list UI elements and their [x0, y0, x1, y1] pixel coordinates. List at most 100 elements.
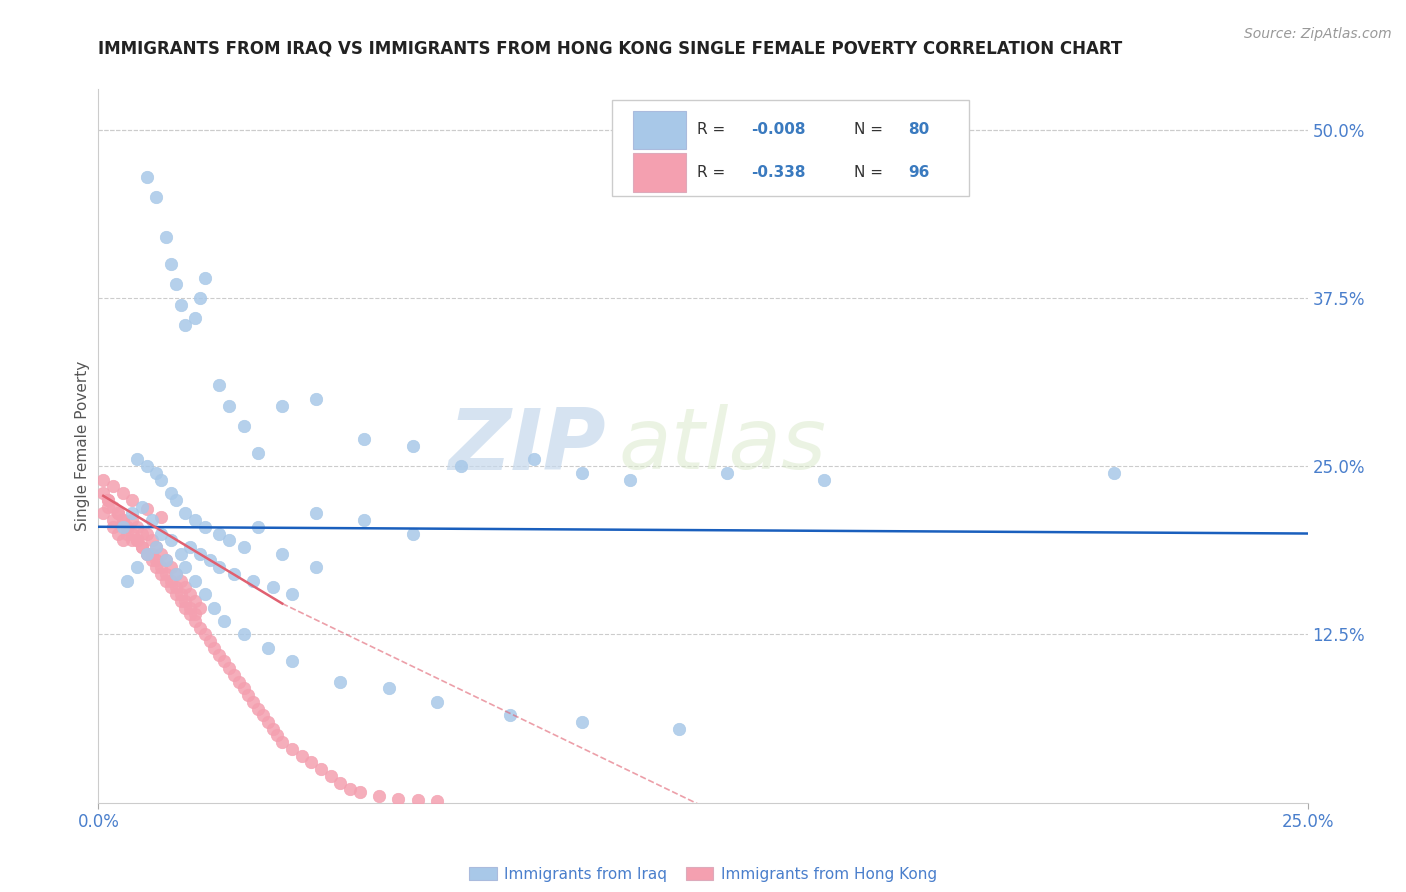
- Point: [174, 506, 197, 520]
- Point: [165, 566, 187, 581]
- Point: [247, 520, 270, 534]
- Point: [174, 560, 197, 574]
- Point: [571, 466, 593, 480]
- Point: [204, 640, 226, 655]
- Point: [135, 547, 157, 561]
- Point: [222, 668, 245, 682]
- Point: [111, 520, 134, 534]
- Point: [256, 714, 278, 729]
- Point: [450, 459, 472, 474]
- Text: 96: 96: [908, 165, 929, 180]
- Point: [121, 506, 143, 520]
- Point: [406, 793, 429, 807]
- Point: [266, 729, 288, 743]
- Point: [281, 742, 304, 756]
- Point: [571, 714, 593, 729]
- Point: [131, 540, 153, 554]
- Point: [101, 479, 124, 493]
- Point: [329, 775, 352, 789]
- Point: [169, 298, 191, 312]
- Point: [208, 526, 231, 541]
- Point: [160, 574, 183, 588]
- Point: [218, 533, 240, 548]
- Point: [121, 492, 143, 507]
- Point: [242, 574, 264, 588]
- Point: [349, 785, 371, 799]
- Point: [111, 513, 134, 527]
- Point: [121, 526, 143, 541]
- Point: [91, 506, 114, 520]
- Point: [387, 791, 409, 805]
- Point: [256, 640, 278, 655]
- Point: [238, 688, 260, 702]
- Point: [188, 291, 211, 305]
- Point: [155, 574, 177, 588]
- FancyBboxPatch shape: [613, 100, 969, 196]
- Point: [145, 560, 167, 574]
- Point: [91, 473, 114, 487]
- Point: [121, 533, 143, 548]
- Point: [290, 748, 312, 763]
- Text: 80: 80: [908, 122, 929, 137]
- Point: [228, 674, 250, 689]
- Point: [208, 378, 231, 392]
- Point: [127, 560, 149, 574]
- Point: [281, 655, 304, 669]
- Point: [165, 492, 187, 507]
- Point: [155, 553, 177, 567]
- Text: atlas: atlas: [619, 404, 827, 488]
- Point: [150, 560, 173, 574]
- Point: [141, 533, 163, 548]
- Point: [184, 574, 207, 588]
- Point: [305, 392, 328, 406]
- Point: [174, 594, 197, 608]
- Point: [262, 722, 284, 736]
- Point: [150, 547, 173, 561]
- Point: [135, 547, 157, 561]
- Point: [135, 169, 157, 184]
- Point: [212, 655, 235, 669]
- Point: [368, 789, 391, 803]
- Point: [169, 547, 191, 561]
- Point: [305, 560, 328, 574]
- Point: [179, 600, 201, 615]
- Point: [145, 540, 167, 554]
- Point: [155, 553, 177, 567]
- Point: [111, 486, 134, 500]
- Point: [668, 722, 690, 736]
- Point: [131, 526, 153, 541]
- Point: [194, 270, 217, 285]
- Point: [188, 621, 211, 635]
- Text: R =: R =: [697, 165, 730, 180]
- Point: [145, 466, 167, 480]
- Text: ZIP: ZIP: [449, 404, 606, 488]
- Point: [247, 446, 270, 460]
- Point: [188, 547, 211, 561]
- Point: [117, 520, 139, 534]
- Point: [218, 661, 240, 675]
- Point: [232, 627, 254, 641]
- Point: [101, 513, 124, 527]
- Point: [194, 587, 217, 601]
- Point: [247, 701, 270, 715]
- Point: [111, 533, 134, 548]
- Point: [91, 486, 114, 500]
- Point: [426, 695, 449, 709]
- Point: [271, 399, 294, 413]
- Point: [174, 580, 197, 594]
- Point: [309, 762, 332, 776]
- Point: [716, 466, 738, 480]
- Point: [141, 513, 163, 527]
- Point: [498, 708, 520, 723]
- Text: R =: R =: [697, 122, 730, 137]
- Point: [184, 614, 207, 628]
- Point: [169, 594, 191, 608]
- Point: [184, 311, 207, 326]
- Point: [165, 587, 187, 601]
- Point: [198, 634, 221, 648]
- Point: [252, 708, 274, 723]
- Point: [426, 794, 449, 808]
- Point: [377, 681, 399, 696]
- Text: IMMIGRANTS FROM IRAQ VS IMMIGRANTS FROM HONG KONG SINGLE FEMALE POVERTY CORRELAT: IMMIGRANTS FROM IRAQ VS IMMIGRANTS FROM …: [98, 40, 1122, 58]
- Point: [194, 627, 217, 641]
